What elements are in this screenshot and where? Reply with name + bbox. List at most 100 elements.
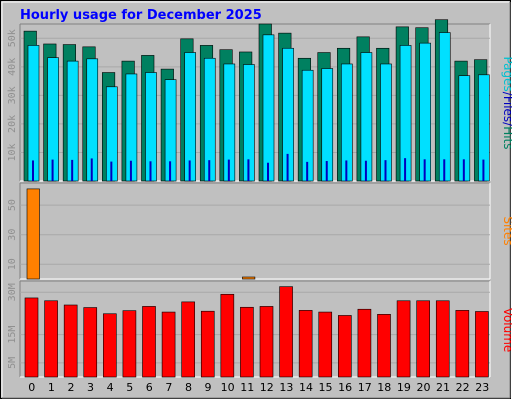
hour-label: 2 [67, 381, 74, 394]
pages-bar [169, 161, 172, 181]
volume-bar [63, 304, 78, 378]
pages-bar [286, 153, 289, 181]
hour-label: 14 [299, 381, 313, 394]
sites-axis-label: Sites [501, 216, 512, 245]
volume-bar [122, 310, 137, 378]
hour-label: 21 [436, 381, 450, 394]
axis-label-part: / [501, 122, 512, 127]
sites-bar [242, 276, 256, 280]
hour-label: 3 [87, 381, 94, 394]
files-bar [438, 32, 451, 182]
volume-bar [142, 306, 156, 378]
volume-bar [200, 310, 215, 378]
volume-bar [83, 307, 98, 378]
pages-bar [90, 158, 93, 181]
axis-label-part: / [501, 92, 512, 97]
axis-label-part: Hits [501, 126, 512, 149]
volume-bar [279, 286, 293, 378]
y-tick-label: 20k [7, 115, 18, 133]
hour-label: 12 [260, 381, 274, 394]
pages-bar [325, 161, 328, 181]
volume-bar [259, 306, 274, 378]
chart-title: Hourly usage for December 2025 [20, 8, 262, 23]
volume-bar [377, 314, 391, 378]
pages-bar [129, 160, 132, 181]
pages-bar [423, 159, 426, 181]
pages-bar [267, 162, 269, 181]
volume-bar [24, 297, 39, 378]
pages-bar [32, 160, 34, 181]
volume-bar [396, 300, 411, 378]
pages-bar [443, 159, 446, 181]
files-bar [262, 34, 275, 182]
pages-bar [364, 160, 367, 181]
hour-label: 15 [319, 381, 333, 394]
hour-label: 5 [126, 381, 133, 394]
pages-bar [482, 159, 485, 181]
hour-label: 17 [358, 381, 372, 394]
volume-bar [455, 310, 470, 378]
volume-bar [220, 293, 235, 378]
pages-bar [51, 159, 54, 181]
hour-label: 7 [165, 381, 172, 394]
hour-label: 6 [146, 381, 153, 394]
pages-bar [110, 161, 113, 181]
hour-label: 23 [475, 381, 489, 394]
hour-label: 16 [338, 381, 352, 394]
volume-bar [416, 300, 430, 378]
pages-bar [208, 160, 211, 181]
pages-bar [227, 159, 230, 181]
pages-bar [345, 160, 348, 181]
pages-bar [149, 161, 152, 181]
volume-bar [161, 311, 176, 378]
y-tick-label: 30k [7, 86, 18, 104]
volume-bar [338, 315, 352, 378]
axis-label-part: Files [501, 96, 512, 122]
hour-label: 10 [221, 381, 235, 394]
hour-label: 18 [377, 381, 391, 394]
hits-panel: 10k 20k 30k 40k 50k [7, 19, 491, 182]
volume-bar [44, 300, 58, 378]
sites-bar [26, 188, 40, 280]
y-tick-label: 30M [7, 283, 18, 301]
y-tick-label: 10 [7, 258, 18, 270]
volume-axis-label: Volume [501, 308, 512, 353]
hour-label: 1 [48, 381, 55, 394]
hour-label: 8 [185, 381, 192, 394]
volume-bar [181, 301, 195, 378]
hour-label: 0 [28, 381, 35, 394]
hour-label: 20 [416, 381, 430, 394]
pages-bar [71, 159, 74, 181]
hour-label: 11 [240, 381, 254, 394]
hour-label: 13 [279, 381, 293, 394]
pages-bar [188, 160, 191, 181]
pages-bar [384, 160, 387, 181]
pages-bar [306, 161, 309, 181]
y-tick-label: 40k [7, 58, 18, 76]
hits-axis-label: Pages/Files/Hits [501, 56, 512, 149]
y-tick-label: 50k [7, 29, 18, 47]
hour-label: 4 [107, 381, 114, 394]
volume-bar [475, 311, 489, 378]
y-tick-label: 5M [7, 357, 18, 369]
pages-bar [247, 159, 250, 181]
hour-label: 22 [456, 381, 470, 394]
y-tick-label: 15M [7, 326, 18, 344]
pages-bar [404, 158, 407, 181]
pages-bar [462, 159, 465, 181]
hour-label: 9 [205, 381, 212, 394]
volume-bar [240, 306, 254, 378]
hour-axis-labels: 0 1 2 3 4 5 6 7 8 9 10 11 12 13 14 15 16 17 18 19 20 21 22 23 [28, 381, 489, 394]
sites-panel: 10 30 50 [7, 182, 491, 280]
axis-label-part: Pages [501, 56, 512, 91]
volume-bar [298, 310, 313, 378]
volume-bar [435, 300, 450, 378]
y-tick-label: 50 [7, 199, 18, 211]
y-tick-label: 30 [7, 229, 18, 241]
volume-panel: 5M 15M 30M [7, 280, 491, 378]
volume-bar [357, 308, 372, 378]
volume-bar [318, 311, 333, 378]
volume-bar [103, 313, 117, 378]
y-tick-label: 10k [7, 143, 18, 161]
